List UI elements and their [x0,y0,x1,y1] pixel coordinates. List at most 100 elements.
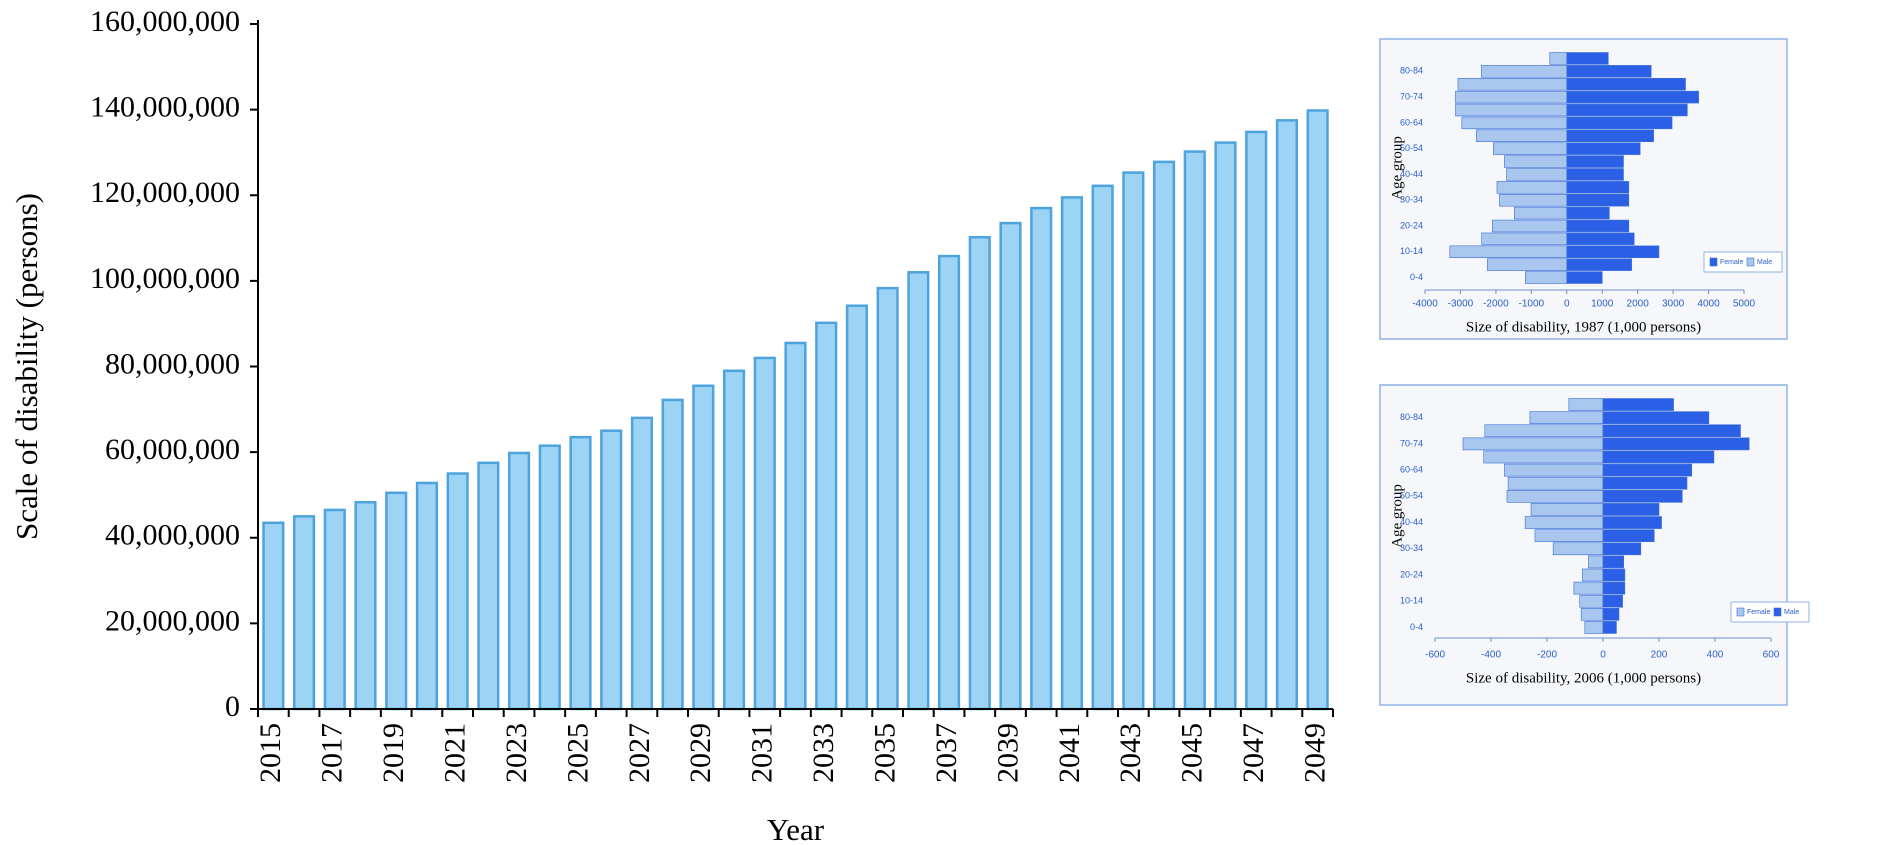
x-tick-label: 1000 [1591,299,1614,310]
bar [1030,206,1053,711]
pyramid-bar [1602,581,1626,595]
y-axis-title: Age group [1389,136,1405,200]
x-tick-label: -200 [1537,650,1557,661]
bar [722,369,746,711]
pyramid-bar [1457,77,1568,91]
y-axis-title: Age group [1389,484,1405,548]
bar [600,429,623,711]
pyramid-bar [1529,411,1604,424]
y-tick-label: 10-14 [1400,246,1423,256]
pyramid-bar [1484,424,1604,438]
y-tick-label: 60-64 [1400,117,1423,127]
y-tick-label: 0-4 [1410,622,1423,632]
x-axis-title: Size of disability, 2006 (1,000 persons) [1466,670,1701,686]
x-tick-label: 0 [1564,299,1570,310]
y-tick-label: 100,000,000 [90,262,240,295]
bar [630,416,654,711]
pyramid-bar [1481,65,1568,78]
pyramid-bar [1449,245,1568,259]
pyramid-bar [1461,116,1568,130]
pyramid-bar [1602,568,1626,582]
bar [538,444,561,711]
bar [815,321,838,711]
pyramid-bar [1525,271,1568,284]
x-tick-label: 4000 [1697,299,1720,310]
pyramid-bar [1481,232,1568,246]
bar [323,508,346,711]
pyramid-bar [1504,155,1568,168]
pyramid-bar [1504,463,1604,477]
pyramid-bar [1483,450,1604,464]
legend-label: Male [1784,609,1799,616]
pyramid-bar [1566,193,1630,207]
pyramid-bar [1506,490,1604,503]
bar [1152,160,1176,711]
pyramid-bar [1566,65,1652,78]
pyramid-bar [1602,476,1688,490]
bar [569,435,592,711]
y-tick-label: 60-64 [1400,464,1423,474]
pyramid-bar [1566,206,1610,220]
y-tick-label: 40,000,000 [105,519,240,552]
x-tick-label: 2000 [1627,299,1650,310]
bar [845,304,869,711]
bar [292,515,316,711]
x-tick-label: 3000 [1662,299,1685,310]
x-tick-label: 2017 [316,723,349,783]
bar [968,235,991,711]
y-tick-label: 70-74 [1400,438,1423,448]
y-tick-label: 30-34 [1400,543,1423,553]
pyramid-bar [1514,206,1568,220]
pyramid-bar [1602,463,1693,477]
x-tick-label: 2019 [377,723,410,783]
legend-label: Female [1720,259,1743,266]
legend-swatch [1773,607,1782,617]
pyramid-bar [1493,142,1568,155]
pyramid-bar [1602,542,1642,556]
x-tick-label: 2045 [1176,723,1209,783]
y-tick-label: 80-84 [1400,412,1423,422]
pyramid-bar [1566,181,1630,194]
bar [385,491,408,711]
bar [907,271,930,711]
y-tick-label: 80,000,000 [105,347,240,380]
bar [1214,141,1237,711]
y-tick-label: 20-24 [1400,220,1423,230]
x-tick-label: -600 [1425,650,1445,661]
pyramid-bar [1507,476,1604,490]
pyramid-bar [1534,529,1604,542]
x-tick-label: 2049 [1299,723,1332,783]
x-tick-label: -2000 [1483,299,1509,310]
pyramid-bar [1602,398,1674,411]
pyramid-bar [1566,155,1624,168]
y-tick-label: 50-54 [1400,143,1423,153]
y-tick-label: 0 [225,690,240,723]
pyramid-bar [1602,516,1662,529]
legend-swatch [1736,607,1745,617]
y-tick-label: 70-74 [1400,91,1423,101]
bar [354,500,377,711]
bar [661,398,684,711]
x-tick-label: -1000 [1519,299,1545,310]
y-tick-label: 40-44 [1400,169,1423,179]
y-tick-label: 120,000,000 [90,176,240,209]
pyramid-bar [1506,168,1568,181]
x-tick-label: 400 [1707,650,1724,661]
pyramid-bar [1566,232,1635,246]
legend-frame [1730,601,1810,623]
x-tick-label: 600 [1763,650,1780,661]
bar [784,341,807,711]
pyramid-bar [1588,555,1604,569]
y-tick-label: 50-54 [1400,491,1423,501]
x-tick-label: 2047 [1237,723,1270,783]
y-tick-label: 20,000,000 [105,604,240,637]
bar [753,356,776,711]
pyramid-bar [1566,219,1630,233]
bar [1306,109,1329,711]
bar [937,254,961,711]
legend-swatch [1709,257,1718,267]
x-tick-label: 2025 [561,723,594,783]
pyramid-bar [1602,608,1620,621]
x-tick-label: 2023 [500,723,533,783]
